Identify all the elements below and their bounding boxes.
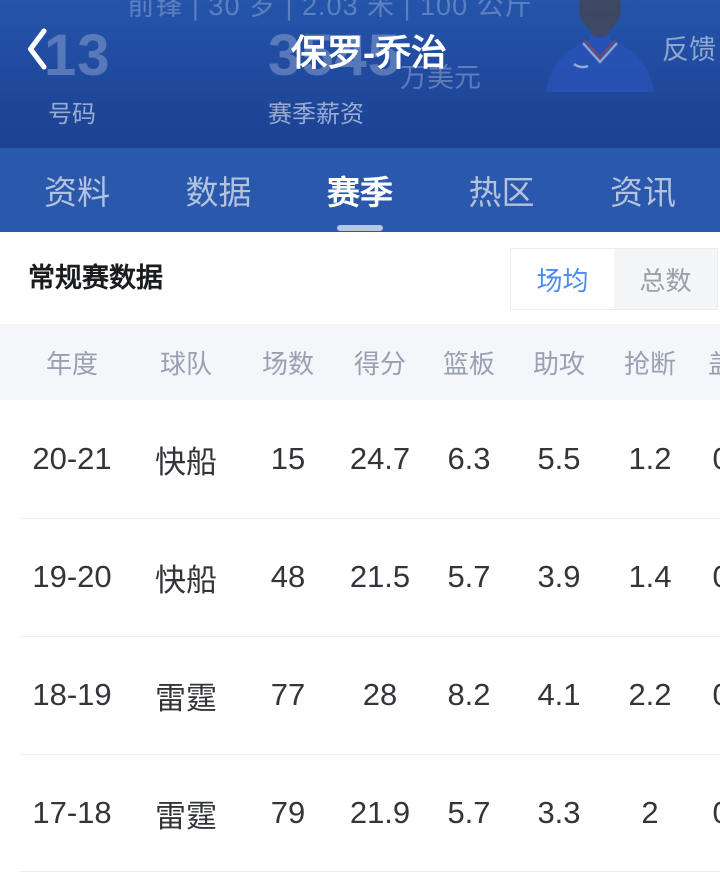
cell-points: 24.7 xyxy=(349,441,411,476)
cell-year: 20-21 xyxy=(32,441,112,476)
active-tab-underline xyxy=(337,225,383,231)
jersey-number-value: 13 xyxy=(44,23,111,88)
col-header-year: 年度 xyxy=(45,348,98,379)
tab-profile[interactable]: 资料 xyxy=(40,166,114,214)
back-button[interactable] xyxy=(20,22,56,76)
cell-team: 快船 xyxy=(155,562,217,598)
tab-label: 赛季 xyxy=(327,174,393,211)
page-title: 保罗-乔治 xyxy=(291,32,447,73)
cell-blocks: 0.4 xyxy=(698,677,720,713)
cell-rebounds: 5.7 xyxy=(447,795,491,830)
tab-news[interactable]: 资讯 xyxy=(606,166,680,214)
cell-games: 77 xyxy=(270,677,306,712)
per-game-total-toggle: 场均 总数 xyxy=(510,248,718,310)
nike-swoosh-icon xyxy=(573,62,589,69)
cell-points: 21.9 xyxy=(349,795,411,830)
player-info-line: 前锋 | 30 岁 | 2.03 米 | 100 公斤 xyxy=(127,0,533,21)
cell-blocks: 0.4 xyxy=(698,441,720,477)
jersey-number-label: 号码 xyxy=(48,101,96,128)
col-header-assists: 助攻 xyxy=(532,348,585,379)
table-row: 19-20 快船 48 21.5 5.7 3.9 1.4 0.4 xyxy=(0,518,720,636)
toggle-per-game[interactable]: 场均 xyxy=(511,249,614,309)
col-header-steals: 抢断 xyxy=(623,348,676,379)
tab-label: 资料 xyxy=(44,174,110,211)
cell-year: 19-20 xyxy=(32,559,112,594)
cell-assists: 4.1 xyxy=(537,677,581,712)
tab-hotzone[interactable]: 热区 xyxy=(465,166,539,214)
cell-year: 18-19 xyxy=(32,677,112,712)
player-header: 前锋 | 30 岁 | 2.03 米 | 100 公斤 13 号码 3545 万… xyxy=(0,0,720,148)
col-header-blocks: 盖帽 xyxy=(698,344,720,381)
cell-games: 15 xyxy=(270,441,306,476)
chevron-left-icon xyxy=(20,28,56,80)
cell-assists: 3.9 xyxy=(537,559,581,594)
cell-team: 雷霆 xyxy=(155,798,217,834)
cell-blocks: 0.4 xyxy=(698,559,720,595)
col-header-team: 球队 xyxy=(159,348,212,379)
tab-stats[interactable]: 数据 xyxy=(182,166,256,214)
cell-blocks: 0.5 xyxy=(698,795,720,831)
tab-label: 热区 xyxy=(468,174,535,211)
cell-steals: 2.2 xyxy=(628,677,672,712)
cell-year: 17-18 xyxy=(32,795,112,830)
feedback-link[interactable]: 反馈 xyxy=(662,35,716,65)
table-row: 17-18 雷霆 79 21.9 5.7 3.3 2 0.5 xyxy=(0,754,720,872)
cell-steals: 1.2 xyxy=(628,441,672,476)
cell-rebounds: 5.7 xyxy=(447,559,491,594)
tab-season[interactable]: 赛季 xyxy=(323,166,397,231)
cell-team: 快船 xyxy=(155,444,217,480)
cell-points: 28 xyxy=(362,677,398,712)
player-photo xyxy=(538,0,662,92)
cell-steals: 2 xyxy=(641,795,659,830)
table-row: 20-21 快船 15 24.7 6.3 5.5 1.2 0.4 xyxy=(0,400,720,518)
cell-rebounds: 8.2 xyxy=(447,677,491,712)
toggle-total[interactable]: 总数 xyxy=(639,265,692,296)
regular-season-section-header: 常规赛数据 场均 总数 xyxy=(0,232,720,324)
tab-label: 数据 xyxy=(185,174,252,211)
table-row: 18-19 雷霆 77 28 8.2 4.1 2.2 0.4 xyxy=(0,636,720,754)
tab-label: 资讯 xyxy=(610,174,676,211)
cell-assists: 5.5 xyxy=(537,441,581,476)
cell-assists: 3.3 xyxy=(537,795,581,830)
tab-bar: 资料 数据 赛季 热区 资讯 xyxy=(0,148,720,232)
salary-unit: 万美元 xyxy=(400,63,481,93)
salary-label: 赛季薪资 xyxy=(268,101,364,128)
col-header-rebounds: 篮板 xyxy=(442,348,495,379)
table-header-row: 年度 球队 场数 得分 篮板 助攻 抢断 盖帽 xyxy=(0,324,720,400)
section-title: 常规赛数据 xyxy=(28,263,163,293)
cell-team: 雷霆 xyxy=(155,680,217,716)
salary-value: 3545 xyxy=(268,23,402,88)
cell-steals: 1.4 xyxy=(628,559,672,594)
col-header-points: 得分 xyxy=(353,348,406,379)
season-stats-table: 年度 球队 场数 得分 篮板 助攻 抢断 盖帽 20-21 快船 15 24.7… xyxy=(0,324,720,872)
cell-rebounds: 6.3 xyxy=(447,441,491,476)
col-header-games: 场数 xyxy=(261,348,314,379)
cell-games: 79 xyxy=(270,795,306,830)
cell-points: 21.5 xyxy=(349,559,411,594)
cell-games: 48 xyxy=(270,559,306,594)
